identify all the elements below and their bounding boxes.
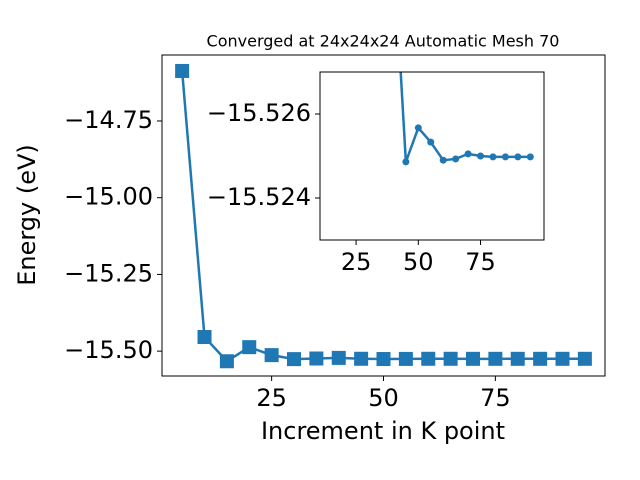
marker bbox=[477, 152, 485, 160]
marker bbox=[577, 351, 592, 366]
marker bbox=[309, 351, 324, 366]
marker bbox=[464, 150, 472, 158]
marker bbox=[264, 348, 279, 363]
marker bbox=[439, 156, 447, 164]
marker bbox=[488, 351, 503, 366]
marker bbox=[510, 351, 525, 366]
marker bbox=[514, 153, 522, 161]
marker bbox=[175, 63, 190, 78]
y-tick-label: −15.524 bbox=[207, 183, 311, 211]
marker bbox=[421, 351, 436, 366]
marker bbox=[402, 158, 410, 166]
chart-title: Converged at 24x24x24 Automatic Mesh 70 bbox=[207, 32, 560, 51]
marker bbox=[452, 155, 460, 163]
marker bbox=[555, 351, 570, 366]
marker bbox=[414, 124, 422, 132]
marker bbox=[242, 340, 257, 355]
y-tick-label: −15.526 bbox=[207, 99, 311, 127]
y-axis-label: Energy (eV) bbox=[13, 144, 41, 286]
plot-clip bbox=[399, 72, 534, 166]
plot-frame bbox=[161, 54, 606, 377]
x-tick-label: 75 bbox=[465, 248, 496, 276]
x-axis-label: Increment in K point bbox=[261, 417, 505, 445]
plot-frame bbox=[319, 71, 545, 241]
marker bbox=[533, 351, 548, 366]
marker bbox=[465, 351, 480, 366]
marker bbox=[443, 351, 458, 366]
marker bbox=[331, 350, 346, 365]
marker bbox=[376, 352, 391, 367]
x-tick-label: 25 bbox=[256, 384, 287, 412]
marker bbox=[197, 330, 212, 345]
marker bbox=[489, 153, 497, 161]
marker bbox=[219, 354, 234, 369]
marker bbox=[501, 153, 509, 161]
marker bbox=[354, 351, 369, 366]
marker bbox=[526, 153, 534, 161]
x-tick-label: 50 bbox=[403, 248, 434, 276]
marker bbox=[287, 352, 302, 367]
plot-clip bbox=[175, 63, 592, 369]
marker bbox=[398, 351, 413, 366]
x-tick-label: 50 bbox=[368, 384, 399, 412]
y-tick-label: −15.25 bbox=[64, 259, 153, 287]
y-tick-label: −14.75 bbox=[64, 106, 153, 134]
x-tick-label: 75 bbox=[480, 384, 511, 412]
marker bbox=[427, 138, 435, 146]
y-tick-label: −15.00 bbox=[64, 183, 153, 211]
y-tick-label: −15.50 bbox=[64, 336, 153, 364]
x-tick-label: 25 bbox=[341, 248, 372, 276]
